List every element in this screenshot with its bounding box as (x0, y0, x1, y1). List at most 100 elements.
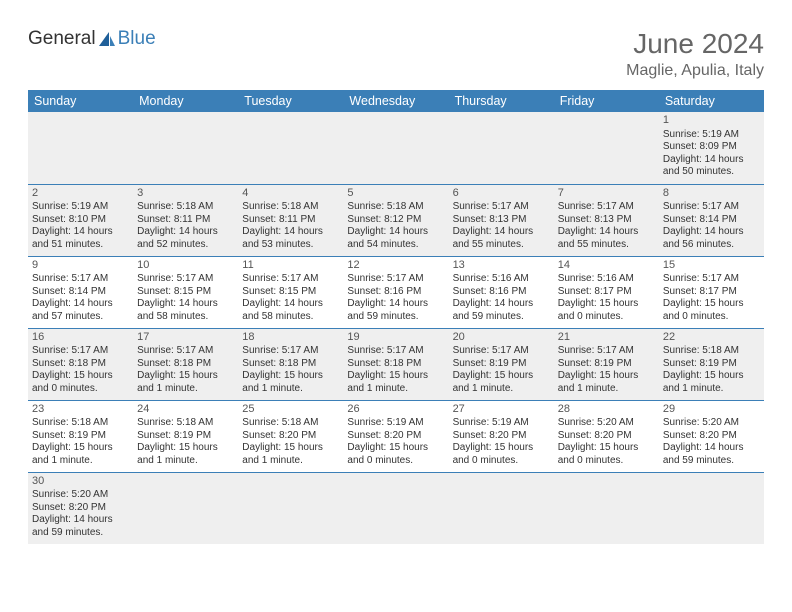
sunset-line: Sunset: 8:16 PM (347, 286, 444, 299)
calendar-cell: 23Sunrise: 5:18 AMSunset: 8:19 PMDayligh… (28, 400, 133, 472)
title-block: June 2024 Maglie, Apulia, Italy (626, 28, 764, 80)
day-header: Thursday (449, 90, 554, 112)
daylight-line: Daylight: 14 hours (32, 514, 129, 527)
daylight-line: and 0 minutes. (347, 455, 444, 468)
daylight-line: Daylight: 14 hours (137, 226, 234, 239)
day-number: 12 (347, 259, 444, 273)
sunrise-line: Sunrise: 5:16 AM (453, 273, 550, 286)
daylight-line: and 1 minute. (663, 383, 760, 396)
daylight-line: and 1 minute. (242, 455, 339, 468)
calendar-cell: 29Sunrise: 5:20 AMSunset: 8:20 PMDayligh… (659, 400, 764, 472)
day-number: 1 (663, 114, 760, 128)
brand-part1: General (28, 28, 96, 50)
sunset-line: Sunset: 8:13 PM (453, 214, 550, 227)
daylight-line: and 53 minutes. (242, 239, 339, 252)
day-number: 25 (242, 403, 339, 417)
day-header: Sunday (28, 90, 133, 112)
daylight-line: Daylight: 15 hours (558, 370, 655, 383)
sunset-line: Sunset: 8:11 PM (137, 214, 234, 227)
day-number: 16 (32, 331, 129, 345)
calendar-cell: 11Sunrise: 5:17 AMSunset: 8:15 PMDayligh… (238, 256, 343, 328)
sunrise-line: Sunrise: 5:17 AM (453, 345, 550, 358)
sunrise-line: Sunrise: 5:17 AM (558, 345, 655, 358)
day-number: 18 (242, 331, 339, 345)
daylight-line: Daylight: 15 hours (242, 442, 339, 455)
calendar-cell: 7Sunrise: 5:17 AMSunset: 8:13 PMDaylight… (554, 184, 659, 256)
calendar-cell: 1Sunrise: 5:19 AMSunset: 8:09 PMDaylight… (659, 112, 764, 184)
calendar-cell (133, 112, 238, 184)
calendar-cell: 9Sunrise: 5:17 AMSunset: 8:14 PMDaylight… (28, 256, 133, 328)
sunrise-line: Sunrise: 5:17 AM (347, 345, 444, 358)
daylight-line: and 57 minutes. (32, 311, 129, 324)
calendar-cell: 25Sunrise: 5:18 AMSunset: 8:20 PMDayligh… (238, 400, 343, 472)
sunset-line: Sunset: 8:11 PM (242, 214, 339, 227)
daylight-line: and 1 minute. (558, 383, 655, 396)
sail-icon (97, 30, 117, 54)
sunset-line: Sunset: 8:20 PM (32, 502, 129, 515)
sunset-line: Sunset: 8:20 PM (347, 430, 444, 443)
calendar-cell: 27Sunrise: 5:19 AMSunset: 8:20 PMDayligh… (449, 400, 554, 472)
daylight-line: Daylight: 14 hours (242, 226, 339, 239)
daylight-line: Daylight: 14 hours (663, 154, 760, 167)
calendar-cell: 2Sunrise: 5:19 AMSunset: 8:10 PMDaylight… (28, 184, 133, 256)
day-number: 19 (347, 331, 444, 345)
day-number: 2 (32, 187, 129, 201)
sunrise-line: Sunrise: 5:19 AM (32, 201, 129, 214)
daylight-line: and 0 minutes. (558, 311, 655, 324)
day-header: Friday (554, 90, 659, 112)
sunset-line: Sunset: 8:17 PM (663, 286, 760, 299)
day-number: 14 (558, 259, 655, 273)
daylight-line: Daylight: 15 hours (137, 442, 234, 455)
sunrise-line: Sunrise: 5:18 AM (137, 201, 234, 214)
daylight-line: Daylight: 14 hours (32, 298, 129, 311)
sunset-line: Sunset: 8:19 PM (558, 358, 655, 371)
daylight-line: Daylight: 14 hours (663, 226, 760, 239)
daylight-line: Daylight: 14 hours (347, 298, 444, 311)
sunset-line: Sunset: 8:20 PM (558, 430, 655, 443)
sunrise-line: Sunrise: 5:18 AM (32, 417, 129, 430)
sunrise-line: Sunrise: 5:18 AM (347, 201, 444, 214)
calendar-cell (554, 112, 659, 184)
calendar-cell: 15Sunrise: 5:17 AMSunset: 8:17 PMDayligh… (659, 256, 764, 328)
sunset-line: Sunset: 8:10 PM (32, 214, 129, 227)
calendar-cell (28, 112, 133, 184)
sunrise-line: Sunrise: 5:19 AM (347, 417, 444, 430)
sunset-line: Sunset: 8:19 PM (32, 430, 129, 443)
daylight-line: Daylight: 15 hours (663, 298, 760, 311)
sunrise-line: Sunrise: 5:20 AM (663, 417, 760, 430)
calendar-cell (554, 472, 659, 544)
day-number: 5 (347, 187, 444, 201)
sunset-line: Sunset: 8:18 PM (137, 358, 234, 371)
daylight-line: Daylight: 15 hours (32, 370, 129, 383)
daylight-line: Daylight: 15 hours (453, 442, 550, 455)
calendar-cell: 10Sunrise: 5:17 AMSunset: 8:15 PMDayligh… (133, 256, 238, 328)
day-number: 8 (663, 187, 760, 201)
calendar-row: 23Sunrise: 5:18 AMSunset: 8:19 PMDayligh… (28, 400, 764, 472)
daylight-line: Daylight: 14 hours (453, 298, 550, 311)
calendar-cell (449, 472, 554, 544)
daylight-line: Daylight: 14 hours (32, 226, 129, 239)
brand-part2: Blue (118, 28, 156, 50)
calendar-row: 1Sunrise: 5:19 AMSunset: 8:09 PMDaylight… (28, 112, 764, 184)
sunrise-line: Sunrise: 5:17 AM (32, 345, 129, 358)
calendar-cell (133, 472, 238, 544)
day-number: 11 (242, 259, 339, 273)
sunrise-line: Sunrise: 5:17 AM (663, 201, 760, 214)
day-header-row: Sunday Monday Tuesday Wednesday Thursday… (28, 90, 764, 112)
daylight-line: and 1 minute. (137, 455, 234, 468)
day-number: 9 (32, 259, 129, 273)
day-number: 22 (663, 331, 760, 345)
sunset-line: Sunset: 8:20 PM (663, 430, 760, 443)
daylight-line: and 59 minutes. (347, 311, 444, 324)
sunset-line: Sunset: 8:20 PM (242, 430, 339, 443)
day-number: 17 (137, 331, 234, 345)
sunset-line: Sunset: 8:12 PM (347, 214, 444, 227)
daylight-line: Daylight: 15 hours (663, 370, 760, 383)
location-label: Maglie, Apulia, Italy (626, 62, 764, 80)
daylight-line: and 59 minutes. (663, 455, 760, 468)
sunrise-line: Sunrise: 5:17 AM (347, 273, 444, 286)
day-number: 21 (558, 331, 655, 345)
calendar-cell: 28Sunrise: 5:20 AMSunset: 8:20 PMDayligh… (554, 400, 659, 472)
sunrise-line: Sunrise: 5:16 AM (558, 273, 655, 286)
daylight-line: and 55 minutes. (453, 239, 550, 252)
